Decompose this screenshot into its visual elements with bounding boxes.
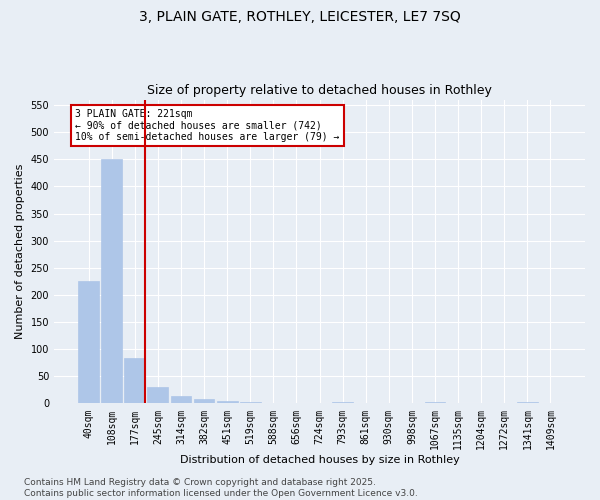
Y-axis label: Number of detached properties: Number of detached properties	[15, 164, 25, 339]
Text: 3, PLAIN GATE, ROTHLEY, LEICESTER, LE7 7SQ: 3, PLAIN GATE, ROTHLEY, LEICESTER, LE7 7…	[139, 10, 461, 24]
Bar	[124, 358, 145, 404]
Text: 3 PLAIN GATE: 221sqm
← 90% of detached houses are smaller (742)
10% of semi-deta: 3 PLAIN GATE: 221sqm ← 90% of detached h…	[75, 108, 340, 142]
Bar	[78, 282, 99, 404]
Bar	[240, 402, 260, 404]
Bar	[170, 396, 191, 404]
Text: Contains HM Land Registry data © Crown copyright and database right 2025.
Contai: Contains HM Land Registry data © Crown c…	[24, 478, 418, 498]
Bar	[148, 387, 168, 404]
Bar	[101, 160, 122, 404]
Bar	[217, 400, 238, 404]
Bar	[194, 399, 214, 404]
Bar	[425, 402, 445, 404]
Bar	[332, 402, 353, 404]
Title: Size of property relative to detached houses in Rothley: Size of property relative to detached ho…	[147, 84, 492, 97]
X-axis label: Distribution of detached houses by size in Rothley: Distribution of detached houses by size …	[179, 455, 460, 465]
Bar	[517, 402, 538, 404]
